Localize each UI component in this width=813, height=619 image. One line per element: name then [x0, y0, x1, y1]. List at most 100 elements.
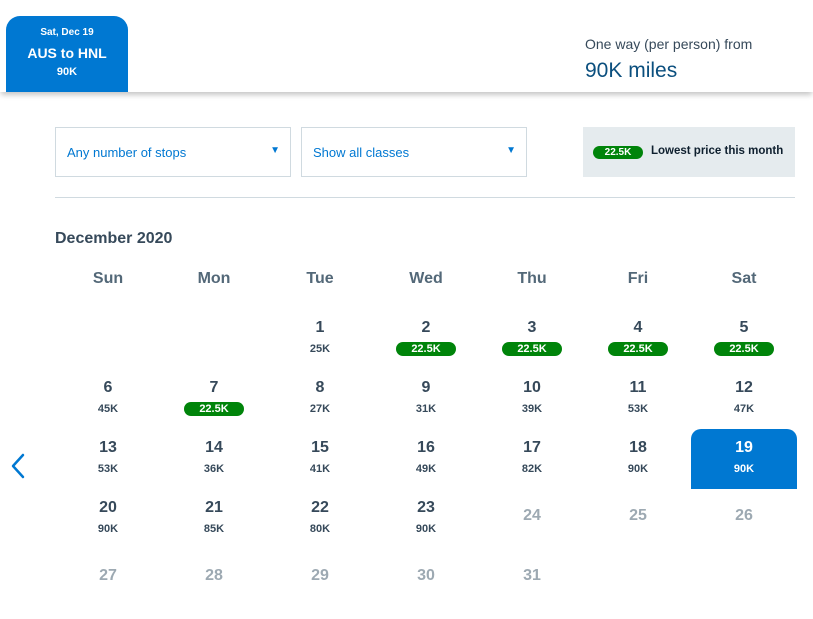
stops-select[interactable]: Any number of stops ▼ [55, 127, 291, 177]
day-number: 28 [205, 567, 223, 584]
stops-select-value: Any number of stops [67, 145, 187, 160]
calendar-day-31: 31 [479, 549, 585, 609]
day-price: 31K [415, 403, 437, 415]
day-price: 85K [203, 523, 225, 535]
day-number: 24 [523, 507, 541, 524]
weekday-mon: Mon [197, 270, 231, 287]
weekday-thu: Thu [517, 270, 547, 287]
lowest-price-legend: 22.5K Lowest price this month [583, 127, 795, 177]
day-price: 82K [521, 463, 543, 475]
divider [55, 197, 795, 198]
class-select-value: Show all classes [313, 145, 410, 160]
day-number: 22 [311, 499, 329, 516]
lowest-price-badge: 22.5K [608, 342, 668, 356]
weekday-sun: Sun [92, 270, 124, 287]
day-number: 30 [417, 567, 435, 584]
day-price: 90K [627, 463, 649, 475]
day-number: 19 [735, 439, 753, 456]
calendar-day-6[interactable]: 6 45K [55, 369, 161, 429]
calendar-day-30: 30 [373, 549, 479, 609]
day-number: 7 [209, 379, 219, 396]
fare-amount: 90K miles [585, 59, 678, 82]
calendar-day-25: 25 [585, 489, 691, 549]
day-number: 13 [99, 439, 117, 456]
calendar-day-10[interactable]: 10 39K [479, 369, 585, 429]
day-number: 3 [527, 319, 537, 336]
fare-label: One way (per person) from [585, 36, 753, 52]
day-price: 53K [97, 463, 119, 475]
calendar-day-7[interactable]: 7 22.5K [161, 369, 267, 429]
calendar-day-9[interactable]: 9 31K [373, 369, 479, 429]
day-number: 17 [523, 439, 541, 456]
day-number: 21 [205, 499, 223, 516]
trip-price: 90K [56, 66, 78, 78]
calendar-day-15[interactable]: 15 41K [267, 429, 373, 489]
day-price: 80K [309, 523, 331, 535]
day-number: 4 [633, 319, 643, 336]
chevron-left-icon[interactable] [9, 453, 27, 479]
trip-date: Sat, Dec 19 [40, 27, 94, 38]
calendar-day-12[interactable]: 12 47K [691, 369, 797, 429]
calendar-day-16[interactable]: 16 49K [373, 429, 479, 489]
calendar-day-22[interactable]: 22 80K [267, 489, 373, 549]
calendar-day-19[interactable]: 19 90K [691, 429, 797, 489]
day-price: 36K [203, 463, 225, 475]
lowest-price-badge: 22.5K [593, 146, 643, 159]
month-title: December 2020 [55, 230, 173, 247]
calendar-day-27: 27 [55, 549, 161, 609]
calendar-day-3[interactable]: 3 22.5K [479, 309, 585, 369]
lowest-price-badge: 22.5K [714, 342, 774, 356]
day-price: 90K [415, 523, 437, 535]
weekday-wed: Wed [409, 270, 443, 287]
calendar-day-11[interactable]: 11 53K [585, 369, 691, 429]
day-price: 47K [733, 403, 755, 415]
weekday-fri: Fri [627, 270, 649, 287]
calendar-day-8[interactable]: 8 27K [267, 369, 373, 429]
calendar-day-5[interactable]: 5 22.5K [691, 309, 797, 369]
calendar-day-28: 28 [161, 549, 267, 609]
day-number: 2 [421, 319, 431, 336]
day-number: 11 [629, 379, 647, 396]
day-price: 53K [627, 403, 649, 415]
calendar-day-17[interactable]: 17 82K [479, 429, 585, 489]
day-number: 10 [523, 379, 541, 396]
day-number: 31 [523, 567, 541, 584]
trip-tab[interactable]: Sat, Dec 19 AUS to HNL 90K [6, 16, 128, 92]
legend-label: Lowest price this month [651, 145, 784, 157]
day-price: 90K [97, 523, 119, 535]
calendar-day-26: 26 [691, 489, 797, 549]
trip-header: Sat, Dec 19 AUS to HNL 90K One way (per … [0, 0, 813, 92]
day-number: 9 [421, 379, 431, 396]
day-number: 20 [99, 499, 117, 516]
calendar-day-18[interactable]: 18 90K [585, 429, 691, 489]
day-number: 8 [315, 379, 325, 396]
calendar-day-21[interactable]: 21 85K [161, 489, 267, 549]
class-select[interactable]: Show all classes ▼ [301, 127, 527, 177]
day-price: 45K [97, 403, 119, 415]
day-number: 15 [311, 439, 329, 456]
day-number: 16 [417, 439, 435, 456]
calendar-day-4[interactable]: 4 22.5K [585, 309, 691, 369]
day-number: 5 [739, 319, 749, 336]
day-price: 25K [309, 343, 331, 355]
lowest-price-badge: 22.5K [184, 402, 244, 416]
caret-down-icon: ▼ [270, 145, 280, 156]
day-number: 14 [205, 439, 223, 456]
lowest-price-badge: 22.5K [502, 342, 562, 356]
calendar-day-2[interactable]: 2 22.5K [373, 309, 479, 369]
day-number: 29 [311, 567, 329, 584]
day-price: 27K [309, 403, 331, 415]
calendar-day-23[interactable]: 23 90K [373, 489, 479, 549]
day-price: 49K [415, 463, 437, 475]
calendar-day-24: 24 [479, 489, 585, 549]
day-number: 27 [99, 567, 117, 584]
lowest-price-badge: 22.5K [396, 342, 456, 356]
calendar-day-1[interactable]: 1 25K [267, 309, 373, 369]
calendar-day-13[interactable]: 13 53K [55, 429, 161, 489]
day-number: 12 [735, 379, 753, 396]
day-price: 90K [733, 463, 755, 475]
weekday-sat: Sat [731, 270, 757, 287]
calendar-day-14[interactable]: 14 36K [161, 429, 267, 489]
caret-down-icon: ▼ [506, 145, 516, 156]
calendar-day-20[interactable]: 20 90K [55, 489, 161, 549]
